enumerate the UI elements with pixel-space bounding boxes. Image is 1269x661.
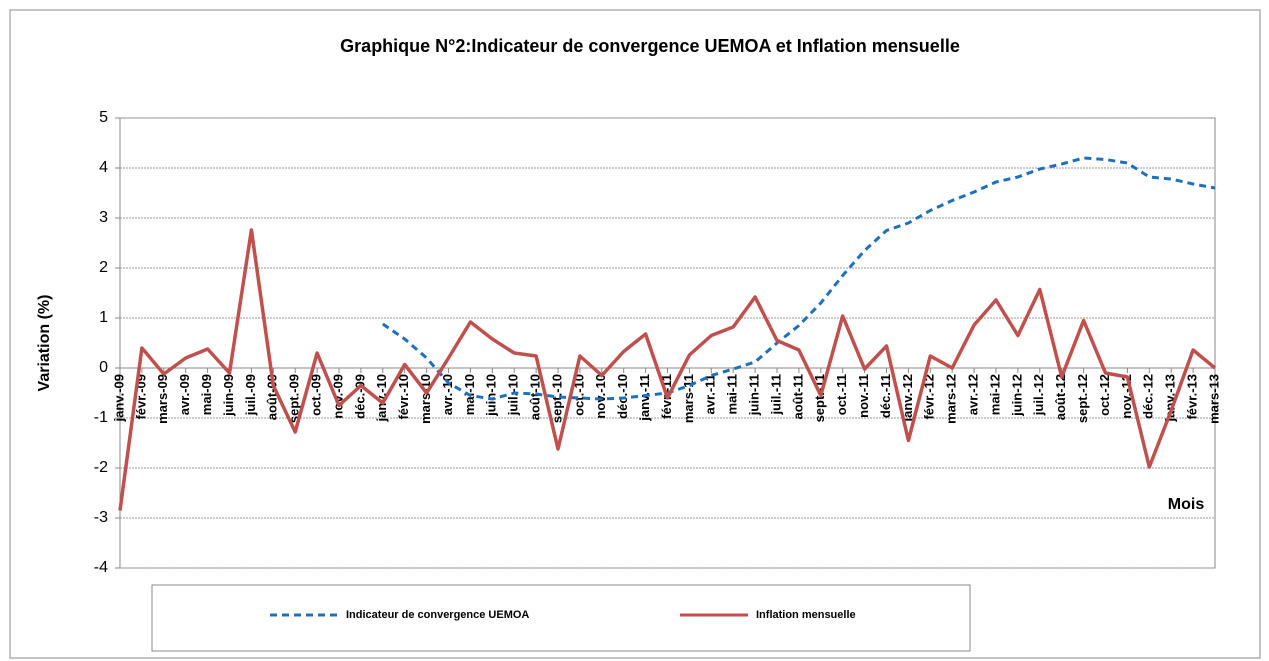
x-tick-label: janv.-11 — [637, 374, 652, 422]
y-tick-label: 0 — [99, 359, 108, 376]
x-tick-label: janv.-12 — [900, 374, 915, 422]
legend — [151, 584, 971, 652]
x-tick-label: mars-12 — [944, 374, 959, 424]
y-axis-label: Variation (%) — [36, 295, 53, 392]
legend-label: Indicateur de convergence UEMOA — [346, 609, 529, 621]
x-tick-label: oct.-11 — [834, 374, 849, 415]
x-tick-label: déc.-12 — [1141, 374, 1156, 419]
x-tick-label: août-11 — [790, 374, 805, 420]
x-tick-label: déc.-10 — [615, 374, 630, 419]
x-tick-label: mai-09 — [199, 374, 214, 415]
x-tick-label: févr.-13 — [1185, 374, 1200, 420]
x-tick-label: août-09 — [265, 374, 280, 420]
x-tick-label: nov.-11 — [856, 374, 871, 418]
x-tick-label: oct.-09 — [309, 374, 324, 416]
x-tick-label: janv.-10 — [374, 374, 389, 422]
x-tick-label: juil.-10 — [506, 374, 521, 416]
x-axis-label: Mois — [1168, 496, 1205, 513]
x-tick-label: nov.-10 — [593, 374, 608, 419]
x-tick-label: janv.-13 — [1163, 374, 1178, 422]
x-tick-label: juil.-09 — [243, 374, 258, 416]
x-tick-label: juin-12 — [1009, 374, 1024, 417]
x-tick-label: nov.-09 — [330, 374, 345, 419]
y-tick-label: -2 — [94, 459, 108, 476]
x-tick-label: mars-10 — [418, 374, 433, 424]
x-tick-label: sept.-12 — [1075, 374, 1090, 423]
x-tick-label: déc.-09 — [352, 374, 367, 419]
x-tick-label: mars-09 — [155, 374, 170, 424]
y-tick-label: -4 — [94, 559, 108, 576]
x-tick-label: avr.-10 — [440, 374, 455, 415]
chart-title: Graphique N°2:Indicateur de convergence … — [340, 36, 960, 56]
x-tick-label: oct.-12 — [1097, 374, 1112, 416]
x-tick-label: janv.-09 — [111, 374, 126, 422]
series-line — [118, 228, 1217, 511]
y-tick-label: 3 — [99, 209, 108, 226]
y-tick-label: 2 — [99, 259, 108, 276]
chart-frame — [9, 9, 1261, 659]
x-tick-label: févr.-10 — [396, 374, 411, 420]
y-tick-label: 4 — [99, 159, 108, 176]
legend-label: Inflation mensuelle — [756, 609, 856, 621]
x-tick-label: mars-11 — [681, 374, 696, 423]
x-tick-label: avr.-09 — [177, 374, 192, 415]
x-tick-label: juil.-12 — [1031, 374, 1046, 416]
y-tick-label: -3 — [94, 509, 108, 526]
series-line — [381, 156, 1216, 401]
x-tick-label: avr.-12 — [966, 374, 981, 415]
x-tick-label: juin-10 — [484, 374, 499, 417]
x-tick-label: déc.-11 — [878, 374, 893, 418]
y-tick-label: 1 — [99, 309, 108, 326]
x-tick-label: août-12 — [1053, 374, 1068, 420]
x-tick-label: juin-09 — [221, 374, 236, 417]
x-tick-label: juin-11 — [747, 374, 762, 416]
x-tick-label: avr.-11 — [703, 374, 718, 415]
x-tick-label: mai-12 — [987, 374, 1002, 415]
x-tick-label: mars-13 — [1206, 374, 1221, 424]
x-tick-label: oct.-10 — [571, 374, 586, 416]
x-tick-label: mai-11 — [725, 374, 740, 414]
y-tick-label: -1 — [94, 409, 108, 426]
x-tick-label: juil.-11 — [768, 374, 783, 415]
x-tick-label: août-10 — [528, 374, 543, 420]
x-tick-label: sept.-09 — [287, 374, 302, 423]
y-tick-label: 5 — [99, 109, 108, 126]
x-tick-label: sept.-10 — [549, 374, 564, 423]
x-tick-label: févr.-12 — [922, 374, 937, 420]
